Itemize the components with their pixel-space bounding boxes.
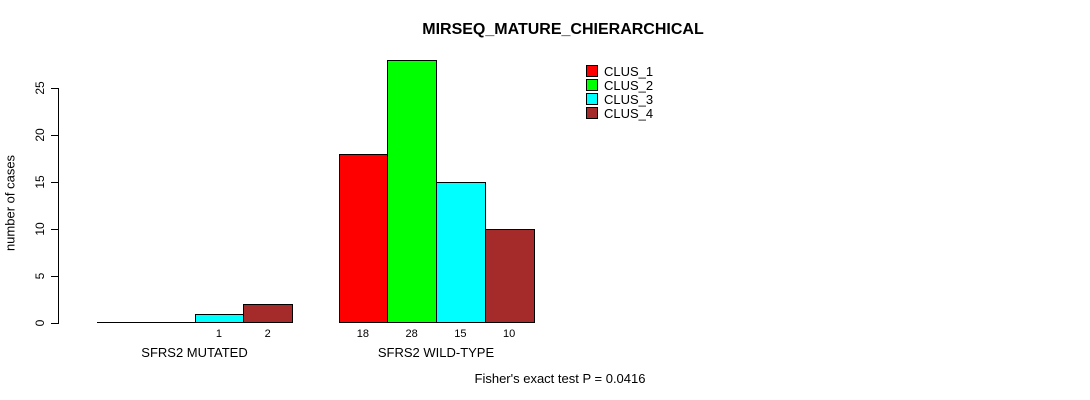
y-tick-mark <box>51 229 58 230</box>
legend: CLUS_1 CLUS_2 CLUS_3 CLUS_4 <box>586 63 654 121</box>
legend-swatch-icon <box>586 79 598 91</box>
group-label: SFRS2 MUTATED <box>141 345 248 360</box>
y-axis-line <box>58 88 59 324</box>
bar-value-label: 10 <box>503 328 516 340</box>
bar-CLUS_3 <box>436 182 486 323</box>
y-tick-label: 0 <box>33 319 47 327</box>
bar-CLUS_4 <box>243 304 293 323</box>
legend-label: CLUS_1 <box>604 63 654 79</box>
legend-label: CLUS_3 <box>604 91 654 107</box>
legend-entry-CLUS_3: CLUS_3 <box>586 91 654 107</box>
y-tick-mark <box>51 323 58 324</box>
y-axis-label: number of cases <box>2 154 18 252</box>
bar-value-label: 2 <box>264 328 271 340</box>
bar-value-label: 28 <box>405 328 418 340</box>
group-label: SFRS2 WILD-TYPE <box>377 345 495 360</box>
legend-swatch-icon <box>586 93 598 105</box>
y-tick-mark <box>51 182 58 183</box>
bar-value-label: 1 <box>215 328 222 340</box>
chart-title: MIRSEQ_MATURE_CHIERARCHICAL <box>422 21 704 38</box>
legend-label: CLUS_4 <box>604 105 654 121</box>
y-tick-label: 15 <box>33 175 47 189</box>
bar-CLUS_3 <box>194 313 245 323</box>
legend-swatch-icon <box>586 65 598 77</box>
y-tick-mark <box>51 135 58 136</box>
bar-CLUS_1 <box>338 153 389 323</box>
annotation-text: Fisher's exact test P = 0.0416 <box>474 371 646 386</box>
bar-CLUS_2 <box>387 59 437 323</box>
legend-swatch-icon <box>586 107 598 119</box>
legend-entry-CLUS_4: CLUS_4 <box>586 105 654 121</box>
y-tick-mark <box>51 276 58 277</box>
y-tick-label: 20 <box>33 128 47 142</box>
legend-label: CLUS_2 <box>604 77 654 93</box>
y-tick-label: 25 <box>33 81 47 95</box>
bar-value-label: 18 <box>356 328 369 340</box>
bar-value-label: 15 <box>454 328 467 340</box>
y-tick-mark <box>51 88 58 89</box>
legend-entry-CLUS_2: CLUS_2 <box>586 77 654 93</box>
y-tick-label: 5 <box>33 272 47 280</box>
y-tick-label: 10 <box>33 222 47 236</box>
legend-entry-CLUS_1: CLUS_1 <box>586 63 654 79</box>
bar-CLUS_4 <box>484 229 535 323</box>
